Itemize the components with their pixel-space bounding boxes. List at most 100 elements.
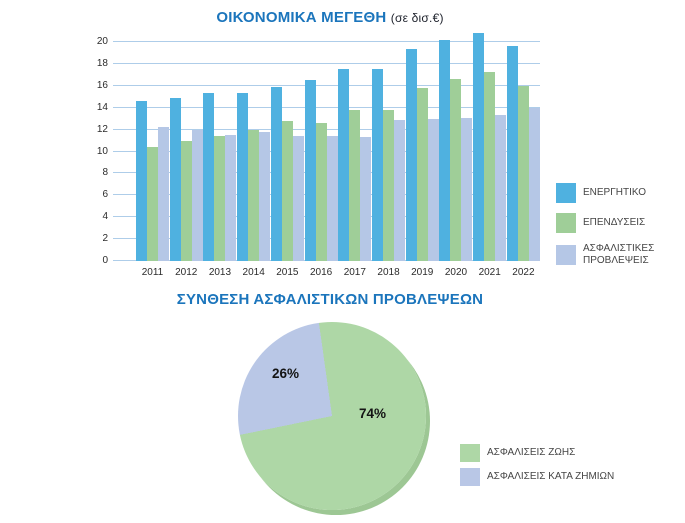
bar-7-ΕΝΕΡΓΗΤΙΚΟ bbox=[338, 69, 350, 261]
bar-group: 2011 bbox=[136, 42, 169, 278]
x-axis-tick-label: 2011 bbox=[141, 267, 164, 278]
bar-12-ΕΠΕΝΔΥΣΕΙΣ bbox=[517, 85, 529, 261]
y-axis-tick-label: 2 bbox=[102, 233, 108, 245]
bar-group: 2020 bbox=[439, 39, 473, 278]
legend-item: ΕΝΕΡΓΗΤΙΚΟ bbox=[556, 183, 673, 203]
bar-11-ΕΠΕΝΔΥΣΕΙΣ bbox=[484, 71, 496, 261]
bar-5-ΑΣΦΑΛΙΣΤΙΚΕΣ ΠΡΟΒΛΕΨΕΙΣ bbox=[292, 136, 304, 261]
x-axis-tick-label: 2016 bbox=[309, 267, 333, 278]
bar-12-ΕΝΕΡΓΗΤΙΚΟ bbox=[506, 46, 518, 261]
legend-item: ΕΠΕΝΔΥΣΕΙΣ bbox=[556, 213, 673, 233]
bar-groups: 2011 2012 2013 2014 2015 2016 2017 2018 2019 2020… bbox=[136, 33, 540, 278]
legend-swatch bbox=[460, 444, 480, 462]
bar-11-ΕΝΕΡΓΗΤΙΚΟ bbox=[473, 33, 485, 261]
bar-9-ΑΣΦΑΛΙΣΤΙΚΕΣ ΠΡΟΒΛΕΨΕΙΣ bbox=[427, 118, 439, 261]
bar-group: 2021 bbox=[473, 33, 507, 278]
bar-6-ΕΠΕΝΔΥΣΕΙΣ bbox=[315, 123, 327, 261]
bar-group: 2016 bbox=[304, 42, 338, 278]
x-axis-tick-label: 2014 bbox=[242, 267, 265, 278]
legend-swatch bbox=[460, 468, 480, 486]
y-axis-tick-label: 8 bbox=[102, 167, 108, 179]
legend-item: ΑΣΦΑΛΙΣΤΙΚΕΣ ΠΡΟΒΛΕΨΕΙΣ bbox=[556, 243, 673, 266]
x-axis-tick-label: 2015 bbox=[276, 267, 299, 278]
bar-2-ΑΣΦΑΛΙΣΤΙΚΕΣ ΠΡΟΒΛΕΨΕΙΣ bbox=[191, 129, 203, 261]
gridline bbox=[113, 62, 540, 64]
y-axis-tick-label: 18 bbox=[96, 57, 108, 69]
x-axis-tick-label: 2020 bbox=[444, 267, 468, 278]
bar-chart-title-text: ΟΙΚΟΝΟΜΙΚΑ ΜΕΓΕΘΗ bbox=[216, 9, 387, 26]
legend-swatch bbox=[556, 213, 576, 233]
bar-8-ΕΠΕΝΔΥΣΕΙΣ bbox=[383, 109, 395, 261]
bar-10-ΑΣΦΑΛΙΣΤΙΚΕΣ ΠΡΟΒΛΕΨΕΙΣ bbox=[461, 117, 473, 261]
bar-plot-area: 2011 2012 2013 2014 2015 2016 2017 2018 2019 2020… bbox=[113, 33, 540, 278]
bar-chart-title: ΟΙΚΟΝΟΜΙΚΑ ΜΕΓΕΘΗ (σε δισ.€) bbox=[0, 9, 660, 26]
legend-item: ΑΣΦΑΛΙΣΕΙΣ ΚΑΤΑ ΖΗΜΙΩΝ bbox=[460, 468, 614, 486]
y-axis-tick-label: 20 bbox=[96, 36, 108, 47]
bar-2-ΕΠΕΝΔΥΣΕΙΣ bbox=[180, 140, 192, 261]
bar-8-ΕΝΕΡΓΗΤΙΚΟ bbox=[372, 69, 384, 261]
bar-3-ΕΠΕΝΔΥΣΕΙΣ bbox=[214, 136, 226, 261]
y-axis-tick-label: 12 bbox=[96, 123, 108, 135]
y-axis-tick-label: 16 bbox=[96, 79, 108, 91]
legend-label: ΑΣΦΑΛΙΣΤΙΚΕΣ ΠΡΟΒΛΕΨΕΙΣ bbox=[583, 243, 655, 266]
y-axis-tick-label: 14 bbox=[96, 101, 108, 113]
bar-1-ΕΠΕΝΔΥΣΕΙΣ bbox=[147, 147, 158, 261]
bar-10-ΕΠΕΝΔΥΣΕΙΣ bbox=[450, 79, 462, 261]
bar-2-ΕΝΕΡΓΗΤΙΚΟ bbox=[169, 97, 181, 261]
bar-9-ΕΝΕΡΓΗΤΙΚΟ bbox=[405, 48, 417, 261]
legend-label: ΕΝΕΡΓΗΤΙΚΟ bbox=[583, 187, 646, 199]
bar-group: 2012 bbox=[169, 42, 203, 278]
legend-swatch bbox=[556, 183, 576, 203]
legend-label: ΕΠΕΝΔΥΣΕΙΣ bbox=[583, 217, 646, 229]
bar-group: 2019 bbox=[405, 42, 439, 278]
x-axis-tick-label: 2013 bbox=[208, 267, 232, 278]
bar-1-ΑΣΦΑΛΙΣΤΙΚΕΣ ΠΡΟΒΛΕΨΕΙΣ bbox=[158, 127, 169, 261]
bar-1-ΕΝΕΡΓΗΤΙΚΟ bbox=[136, 101, 147, 261]
bar-group: 2013 bbox=[203, 42, 237, 278]
x-axis-tick-label: 2022 bbox=[512, 267, 535, 278]
y-axis-tick-label: 6 bbox=[102, 189, 108, 201]
bar-6-ΑΣΦΑΛΙΣΤΙΚΕΣ ΠΡΟΒΛΕΨΕΙΣ bbox=[326, 136, 338, 261]
bar-group: 2014 bbox=[237, 42, 271, 278]
x-axis-tick-label: 2021 bbox=[478, 267, 501, 278]
bar-9-ΕΠΕΝΔΥΣΕΙΣ bbox=[416, 88, 428, 261]
pie-chart: 74% 26% bbox=[238, 322, 426, 510]
bar-4-ΕΠΕΝΔΥΣΕΙΣ bbox=[248, 129, 260, 261]
pie-percent-label: 74% bbox=[359, 406, 387, 421]
bar-group: 2022 bbox=[506, 42, 540, 278]
bar-7-ΑΣΦΑΛΙΣΤΙΚΕΣ ΠΡΟΒΛΕΨΕΙΣ bbox=[360, 137, 372, 261]
bar-5-ΕΠΕΝΔΥΣΕΙΣ bbox=[281, 120, 293, 261]
x-axis-tick-label: 2012 bbox=[175, 267, 198, 278]
legend-swatch bbox=[556, 244, 576, 265]
bar-group: 2018 bbox=[372, 42, 406, 278]
bar-chart-legend: ΕΝΕΡΓΗΤΙΚΟ ΕΠΕΝΔΥΣΕΙΣ ΑΣΦΑΛΙΣΤΙΚΕΣ ΠΡΟΒΛΕΨ… bbox=[556, 183, 673, 266]
pie-chart-title: ΣΥΝΘΕΣΗ ΑΣΦΑΛΙΣΤΙΚΩΝ ΠΡΟΒΛΕΨΕΩΝ bbox=[176, 291, 484, 308]
pie-percent-label: 26% bbox=[272, 366, 300, 381]
bar-7-ΕΠΕΝΔΥΣΕΙΣ bbox=[349, 109, 361, 261]
bar-3-ΑΣΦΑΛΙΣΤΙΚΕΣ ΠΡΟΒΛΕΨΕΙΣ bbox=[225, 135, 237, 261]
bar-5-ΕΝΕΡΓΗΤΙΚΟ bbox=[270, 86, 282, 261]
y-axis: 0 2 4 6 8 10 12 14 16 18 20 bbox=[60, 37, 108, 266]
bar-group: 2017 bbox=[338, 42, 372, 278]
x-axis-tick-label: 2018 bbox=[377, 267, 400, 278]
y-axis-tick-label: 4 bbox=[102, 211, 108, 223]
x-axis-tick-label: 2019 bbox=[411, 267, 434, 278]
bar-4-ΑΣΦΑΛΙΣΤΙΚΕΣ ΠΡΟΒΛΕΨΕΙΣ bbox=[259, 131, 271, 261]
bar-10-ΕΝΕΡΓΗΤΙΚΟ bbox=[439, 39, 451, 261]
gridline bbox=[113, 106, 540, 108]
bar-4-ΕΝΕΡΓΗΤΙΚΟ bbox=[237, 93, 249, 261]
bar-3-ΕΝΕΡΓΗΤΙΚΟ bbox=[203, 93, 215, 261]
y-axis-tick-label: 0 bbox=[102, 255, 108, 266]
bar-group: 2015 bbox=[270, 42, 304, 278]
bar-11-ΑΣΦΑΛΙΣΤΙΚΕΣ ΠΡΟΒΛΕΨΕΙΣ bbox=[495, 115, 507, 261]
y-axis-tick-label: 10 bbox=[96, 145, 108, 157]
legend-item: ΑΣΦΑΛΙΣΕΙΣ ΖΩΗΣ bbox=[460, 444, 614, 462]
gridline bbox=[113, 84, 540, 86]
bar-8-ΑΣΦΑΛΙΣΤΙΚΕΣ ΠΡΟΒΛΕΨΕΙΣ bbox=[394, 119, 406, 261]
legend-label: ΑΣΦΑΛΙΣΕΙΣ ΖΩΗΣ bbox=[487, 447, 576, 459]
x-axis-tick-label: 2017 bbox=[343, 267, 366, 278]
legend-label: ΑΣΦΑΛΙΣΕΙΣ ΚΑΤΑ ΖΗΜΙΩΝ bbox=[487, 471, 615, 483]
bar-chart-title-unit: (σε δισ.€) bbox=[390, 11, 444, 25]
gridline bbox=[113, 41, 540, 42]
